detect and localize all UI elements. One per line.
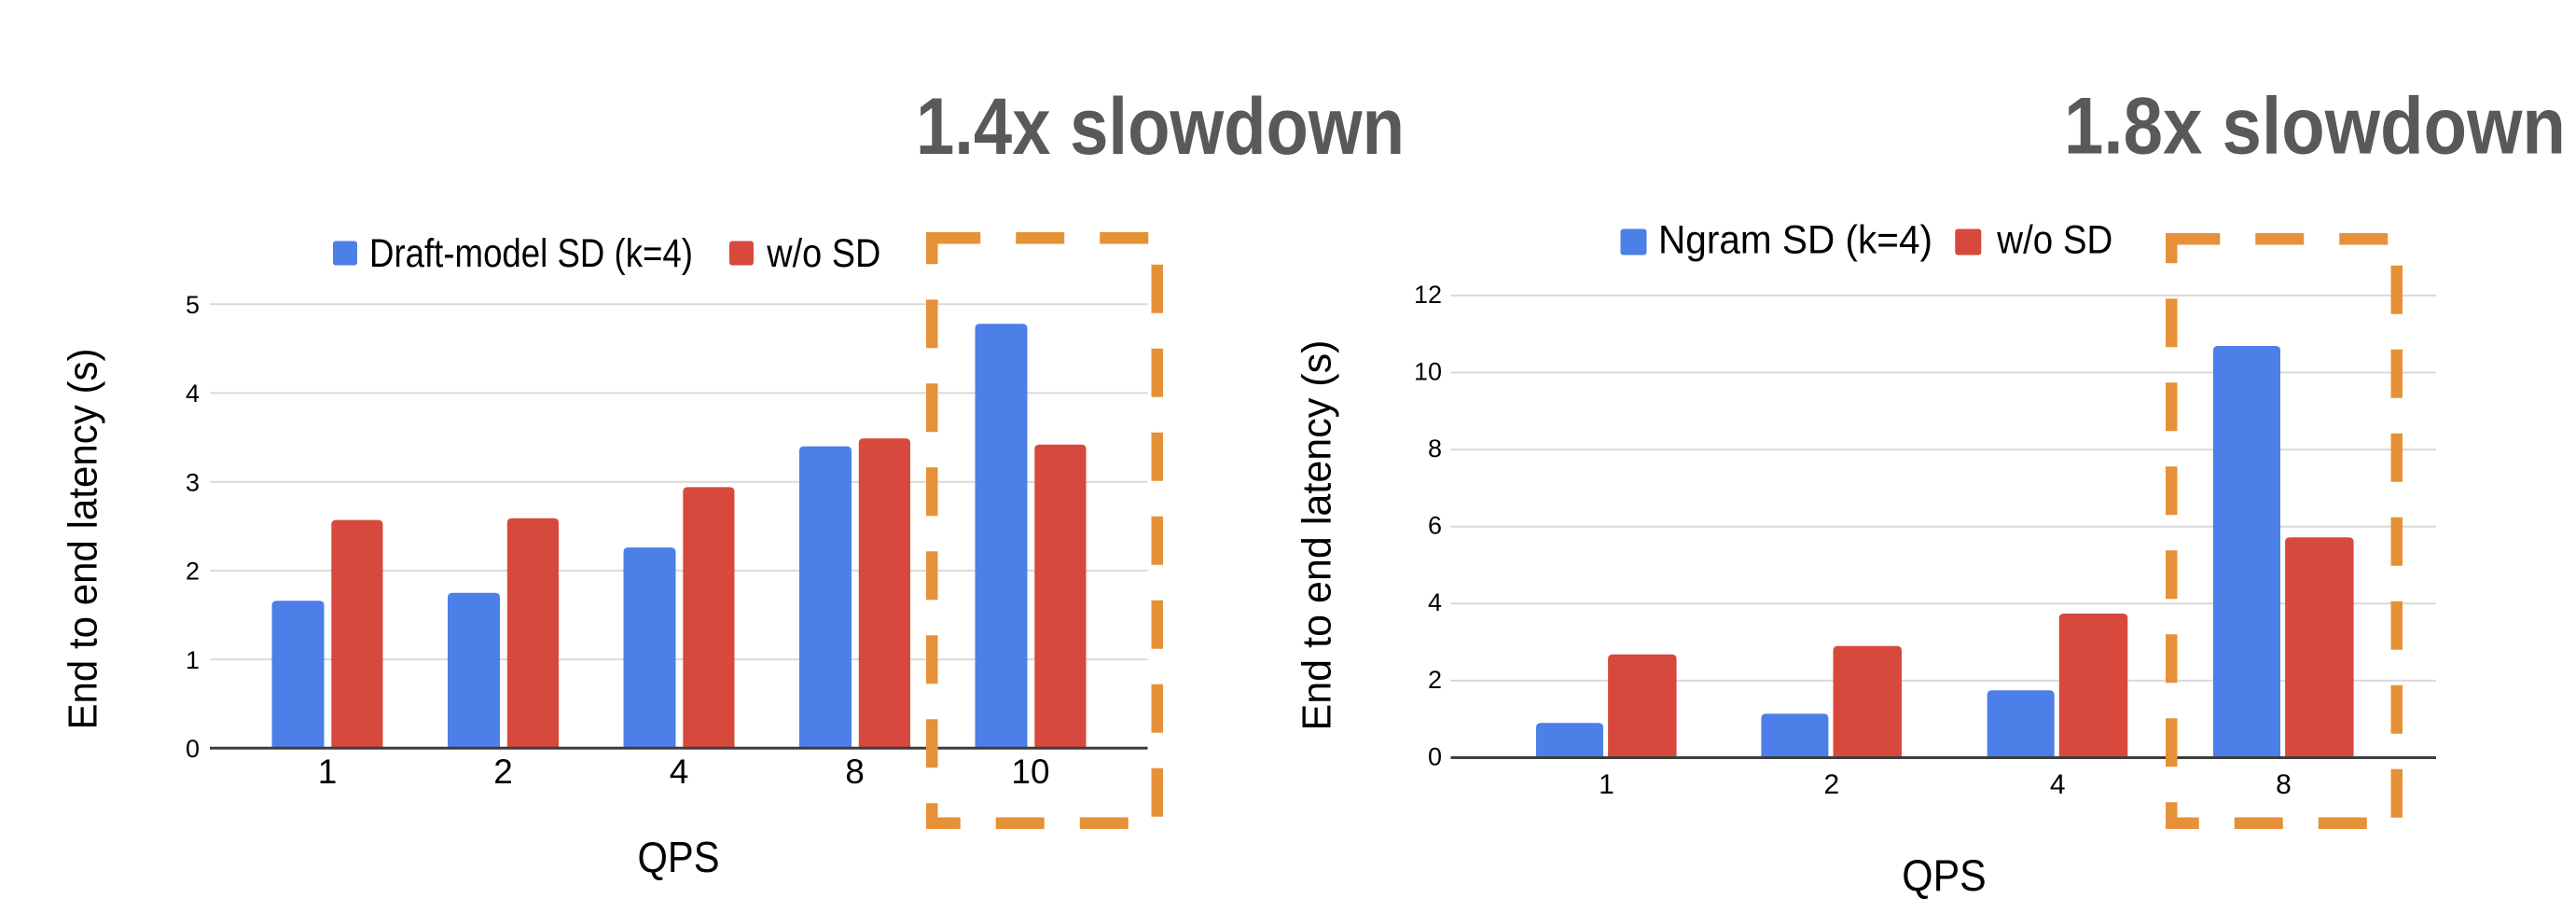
svg-text:3: 3 [186,468,200,496]
svg-text:4: 4 [1428,588,1442,616]
svg-text:w/o SD: w/o SD [766,231,880,276]
svg-text:QPS: QPS [638,833,720,881]
svg-text:0: 0 [1428,742,1442,770]
svg-text:QPS: QPS [1902,850,1987,900]
svg-text:2: 2 [186,558,200,586]
svg-text:4: 4 [2050,769,2066,800]
svg-text:1: 1 [1599,769,1614,800]
svg-text:1: 1 [318,753,338,791]
svg-text:10: 10 [1011,753,1049,791]
svg-text:4: 4 [670,753,689,791]
svg-text:Draft-model SD (k=4): Draft-model SD (k=4) [369,231,693,276]
svg-text:10: 10 [1414,357,1442,385]
svg-text:8: 8 [2276,769,2292,800]
svg-text:8: 8 [1428,435,1442,463]
svg-text:6: 6 [1428,512,1442,540]
svg-text:End to end latency (s): End to end latency (s) [61,349,106,730]
svg-text:0: 0 [186,735,200,763]
svg-text:2: 2 [1428,666,1442,694]
svg-text:8: 8 [845,753,865,791]
svg-text:2: 2 [493,753,513,791]
svg-text:1.8x slowdown: 1.8x slowdown [2064,82,2566,172]
svg-text:w/o SD: w/o SD [1996,218,2112,263]
svg-text:End to end latency (s): End to end latency (s) [1294,340,1339,731]
svg-text:12: 12 [1414,281,1442,309]
svg-text:1: 1 [186,646,200,674]
svg-text:5: 5 [186,291,200,319]
svg-text:Ngram SD (k=4): Ngram SD (k=4) [1658,218,1932,263]
svg-text:4: 4 [186,380,200,408]
svg-text:2: 2 [1824,769,1840,800]
svg-text:1.4x slowdown: 1.4x slowdown [916,82,1405,172]
